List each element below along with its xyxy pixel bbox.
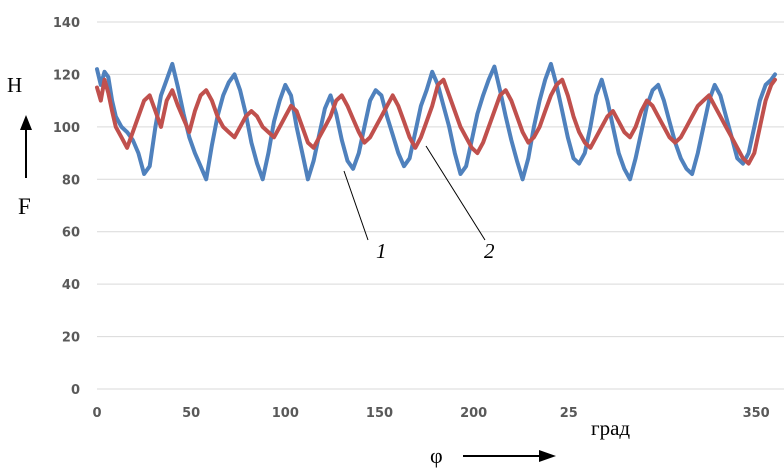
series-line-2 [95, 77, 777, 166]
y-tick-label: 80 [62, 173, 80, 188]
x-tick-label: 0 [92, 406, 101, 421]
gridlines [97, 21, 784, 390]
series-lines [95, 61, 777, 182]
callout-line-2 [425, 145, 486, 241]
y-axis-symbol: F [18, 194, 31, 219]
x-tick-label: 200 [460, 406, 487, 421]
y-tick-label: 60 [62, 226, 80, 241]
series-1-callout: 1 [376, 239, 387, 263]
x-axis-symbol: φ [430, 443, 443, 468]
y-tick-label: 0 [71, 383, 80, 398]
x-tick-label: 100 [272, 406, 299, 421]
series-line-1 [95, 61, 777, 182]
x-tick-label: 150 [366, 406, 393, 421]
callout-line-1 [343, 170, 369, 241]
y-tick-label: 40 [62, 278, 80, 293]
x-tick-label: 25 [560, 406, 578, 421]
x-tick-labels: 050100150200250350 [92, 406, 769, 421]
x-tick-label: 50 [182, 406, 200, 421]
y-tick-label: 120 [53, 68, 80, 83]
y-axis-arrow-head [20, 115, 32, 130]
y-tick-label: 100 [53, 121, 80, 136]
x-axis-unit: град [591, 416, 630, 440]
y-tick-label: 140 [53, 16, 80, 31]
x-axis-arrow-head [539, 450, 556, 462]
x-unit-label-background [582, 393, 672, 449]
y-tick-label: 20 [62, 331, 80, 346]
x-tick-label: 350 [743, 406, 770, 421]
series-2-callout: 2 [484, 239, 495, 263]
y-axis-unit: H [7, 73, 22, 97]
y-tick-labels: 0 20 40 60 80 100 120 140 [53, 16, 80, 398]
